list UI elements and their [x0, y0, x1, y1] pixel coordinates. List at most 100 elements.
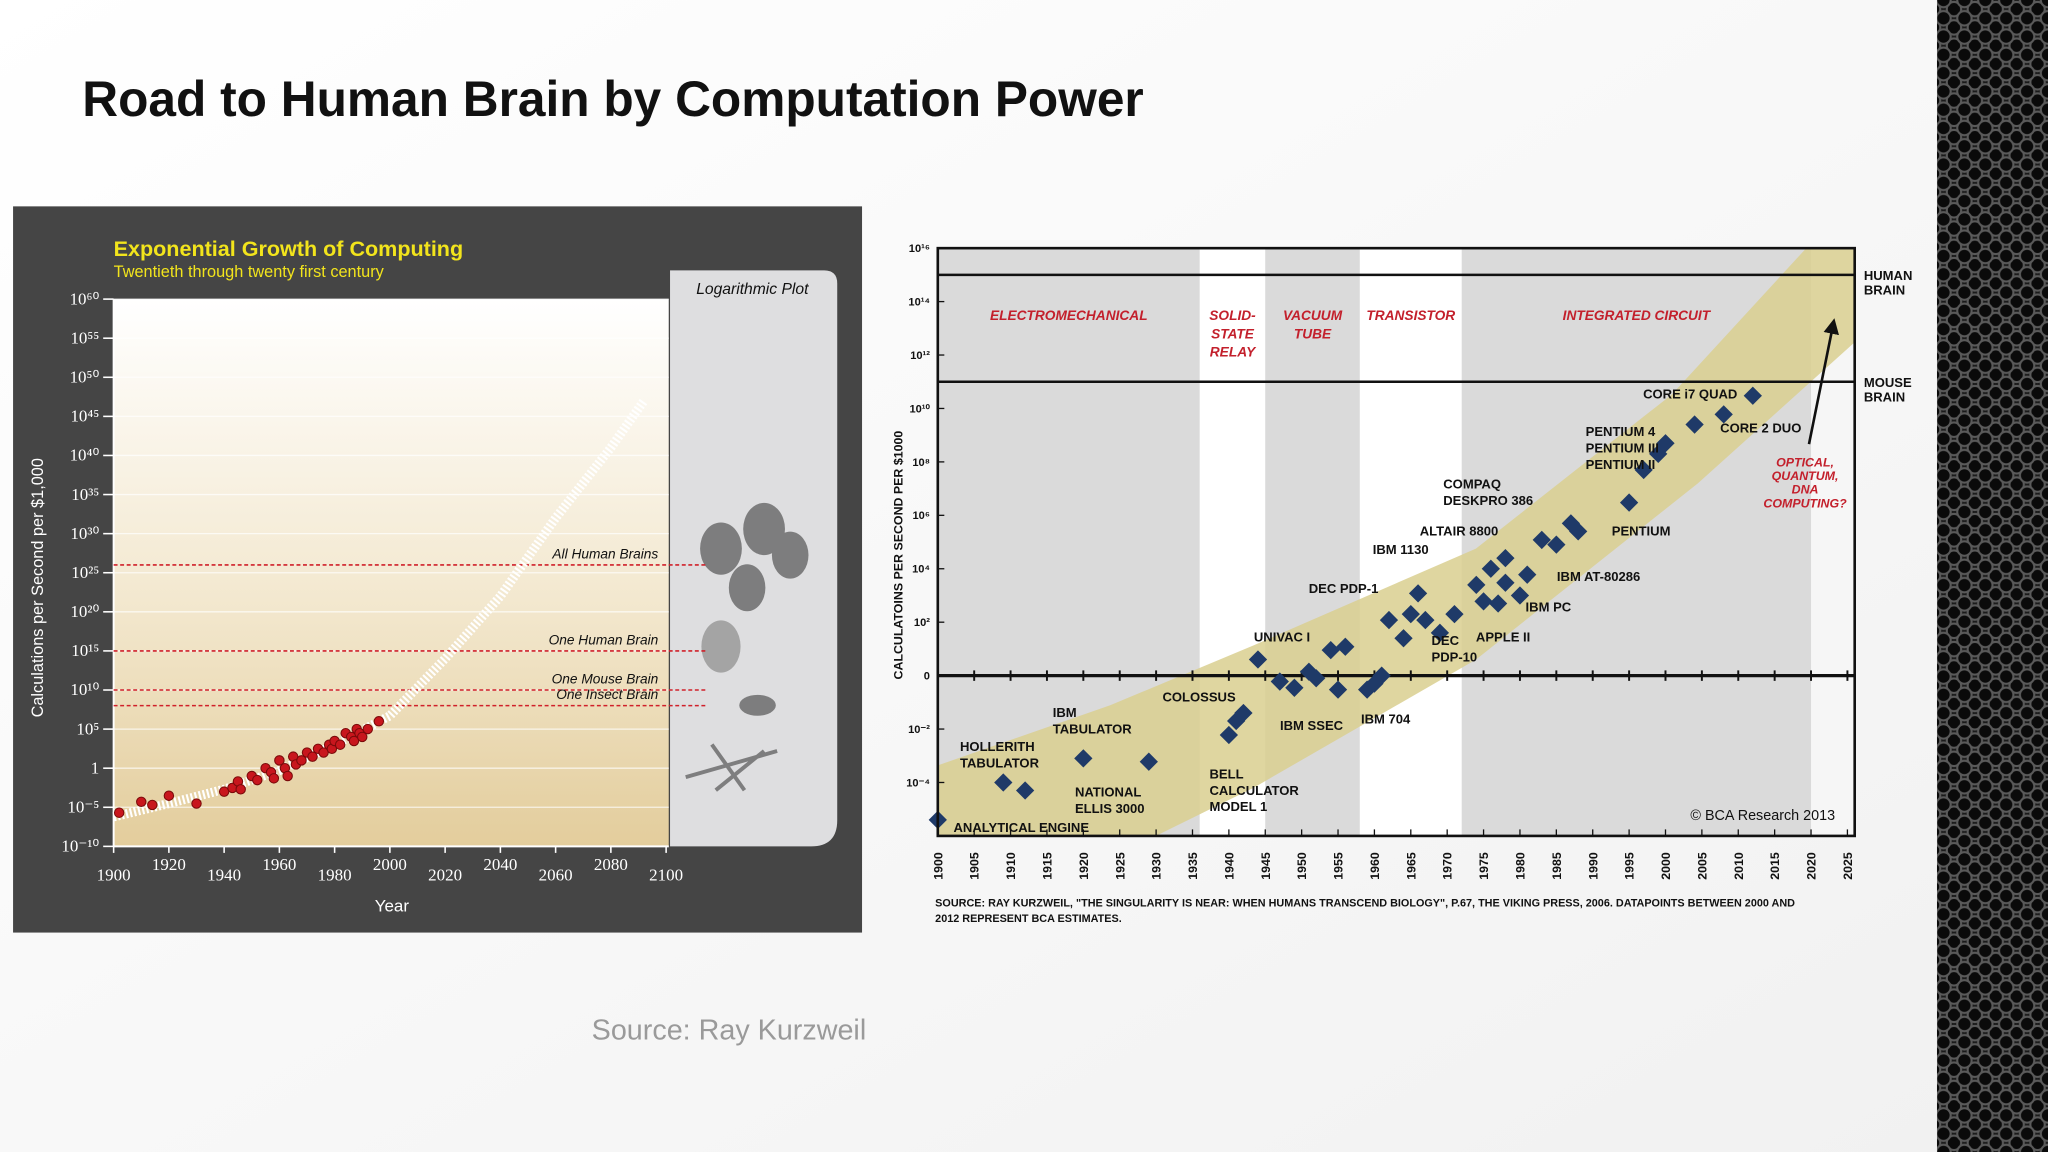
era-label: STATE: [1211, 326, 1255, 341]
point-annotation: DESKPRO 386: [1443, 493, 1533, 508]
reference-label: All Human Brains: [551, 546, 658, 561]
data-point: [1656, 434, 1675, 453]
point-annotation: NATIONAL: [1075, 785, 1141, 800]
data-point: [1234, 703, 1253, 723]
x-tick-label: 1900: [97, 865, 131, 884]
data-point: [373, 716, 385, 727]
x-tick-label: 1970: [1441, 852, 1455, 880]
x-tick-label: 2080: [594, 855, 628, 874]
x-tick-label: 1915: [1041, 852, 1055, 880]
y-tick-label: 10¹²: [910, 350, 930, 362]
point-annotation: COLOSSUS: [1162, 689, 1236, 704]
data-point: [1714, 405, 1733, 424]
reference-label: One Mouse Brain: [552, 671, 659, 686]
future-note: OPTICAL,: [1776, 455, 1834, 469]
y-tick-label: 10¹⁴: [908, 297, 930, 309]
trend-band: [937, 249, 1855, 836]
point-annotation: HOLLERITH: [960, 739, 1035, 754]
y-tick-label: 10¹⁰: [909, 403, 930, 415]
y-tick-label: 10⁶: [913, 510, 930, 522]
slide-source: Source: Ray Kurzweil: [592, 1015, 867, 1047]
point-annotation: IBM PC: [1526, 599, 1572, 614]
data-point: [1532, 530, 1551, 550]
right-plot-frame: [936, 246, 1856, 838]
copyright: © BCA Research 2013: [1690, 808, 1835, 824]
data-point: [147, 799, 158, 811]
data-point: [362, 723, 374, 735]
y-axis-label: CALCULATOINS PER SECOND PER $1000: [892, 431, 906, 680]
point-annotation: IBM SSEC: [1280, 718, 1344, 733]
x-tick-label: 1920: [1077, 852, 1091, 880]
reference-label: One Human Brain: [549, 632, 659, 647]
chart-source: SOURCE: RAY KURZWEIL, "THE SINGULARITY I…: [935, 897, 1795, 909]
future-note: DNA: [1792, 483, 1819, 497]
x-tick-label: 2010: [1732, 852, 1746, 880]
y-tick-label: 10⁻⁴: [906, 777, 930, 789]
data-point: [1015, 781, 1035, 800]
x-tick-label: 1940: [207, 865, 241, 884]
point-annotation: PENTIUM II: [1586, 457, 1656, 472]
x-axis-label: Year: [375, 897, 410, 916]
point-annotation: CALCULATOR: [1209, 783, 1299, 798]
point-annotation: ANALYTICAL ENGINE: [953, 820, 1089, 835]
y-tick-label: 10⁴: [912, 564, 930, 576]
point-annotation: MODEL 1: [1209, 799, 1267, 814]
x-tick-label: 1960: [1368, 852, 1382, 880]
x-tick-label: 2005: [1695, 852, 1709, 880]
point-annotation: PENTIUM 4: [1586, 424, 1656, 439]
x-tick-label: 2025: [1841, 852, 1855, 880]
slide-title: Road to Human Brain by Computation Power: [82, 71, 1143, 127]
y-tick-label: 1: [91, 758, 99, 777]
head-icon: [771, 531, 809, 579]
y-tick-label: 10⁶⁰: [70, 289, 100, 308]
data-point: [1619, 493, 1639, 512]
y-tick-label: 10³⁰: [70, 524, 99, 543]
point-annotation: APPLE II: [1476, 629, 1530, 644]
y-tick-label: 10²⁵: [71, 563, 99, 582]
x-tick-label: 1980: [1514, 852, 1528, 880]
point-annotation: ELLIS 3000: [1075, 801, 1145, 816]
data-point: [1408, 584, 1428, 603]
y-tick-label: 10⁴⁰: [70, 446, 100, 465]
log-panel: [670, 270, 838, 847]
data-point: [113, 807, 125, 818]
data-point: [1743, 386, 1762, 405]
data-point: [268, 773, 280, 784]
y-tick-label: 10⁵⁰: [70, 368, 100, 387]
era-label: RELAY: [1210, 345, 1257, 360]
x-tick-label: 1945: [1259, 852, 1273, 880]
data-point: [252, 774, 263, 786]
data-point: [1416, 610, 1435, 630]
reference-label: BRAIN: [1864, 389, 1905, 404]
x-tick-label: 1995: [1623, 852, 1637, 880]
future-note: COMPUTING?: [1763, 496, 1847, 510]
data-point: [1474, 592, 1493, 611]
x-tick-label: 1910: [1004, 852, 1018, 880]
x-tick-label: 1990: [1586, 852, 1600, 880]
reference-label: HUMAN: [1864, 268, 1913, 283]
data-point: [1074, 749, 1093, 768]
x-tick-label: 2015: [1768, 852, 1782, 880]
y-axis-label: Calculations per Second per $1,000: [29, 458, 47, 717]
point-annotation: IBM AT-80286: [1557, 569, 1640, 584]
data-point: [163, 790, 175, 801]
data-point: [282, 770, 293, 782]
data-point: [1430, 623, 1450, 642]
data-point: [235, 784, 246, 795]
y-tick-label: 10⁵: [76, 719, 99, 738]
data-point: [274, 755, 285, 766]
future-note: QUANTUM,: [1772, 469, 1839, 483]
reference-label: BRAIN: [1864, 282, 1905, 297]
y-tick-label: 10¹⁶: [909, 243, 930, 255]
data-point: [1379, 610, 1399, 630]
era-label: INTEGRATED CIRCUIT: [1563, 308, 1712, 323]
x-tick-label: 2060: [539, 865, 573, 884]
data-point: [1467, 575, 1486, 594]
y-tick-label: 10¹⁵: [71, 641, 99, 660]
mouse-icon: [739, 694, 776, 716]
point-annotation: ALTAIR 8800: [1420, 524, 1499, 539]
y-tick-label: 10⁻¹⁰: [61, 837, 99, 856]
x-tick-label: 2000: [1659, 852, 1673, 880]
x-tick-label: 1935: [1186, 852, 1200, 880]
